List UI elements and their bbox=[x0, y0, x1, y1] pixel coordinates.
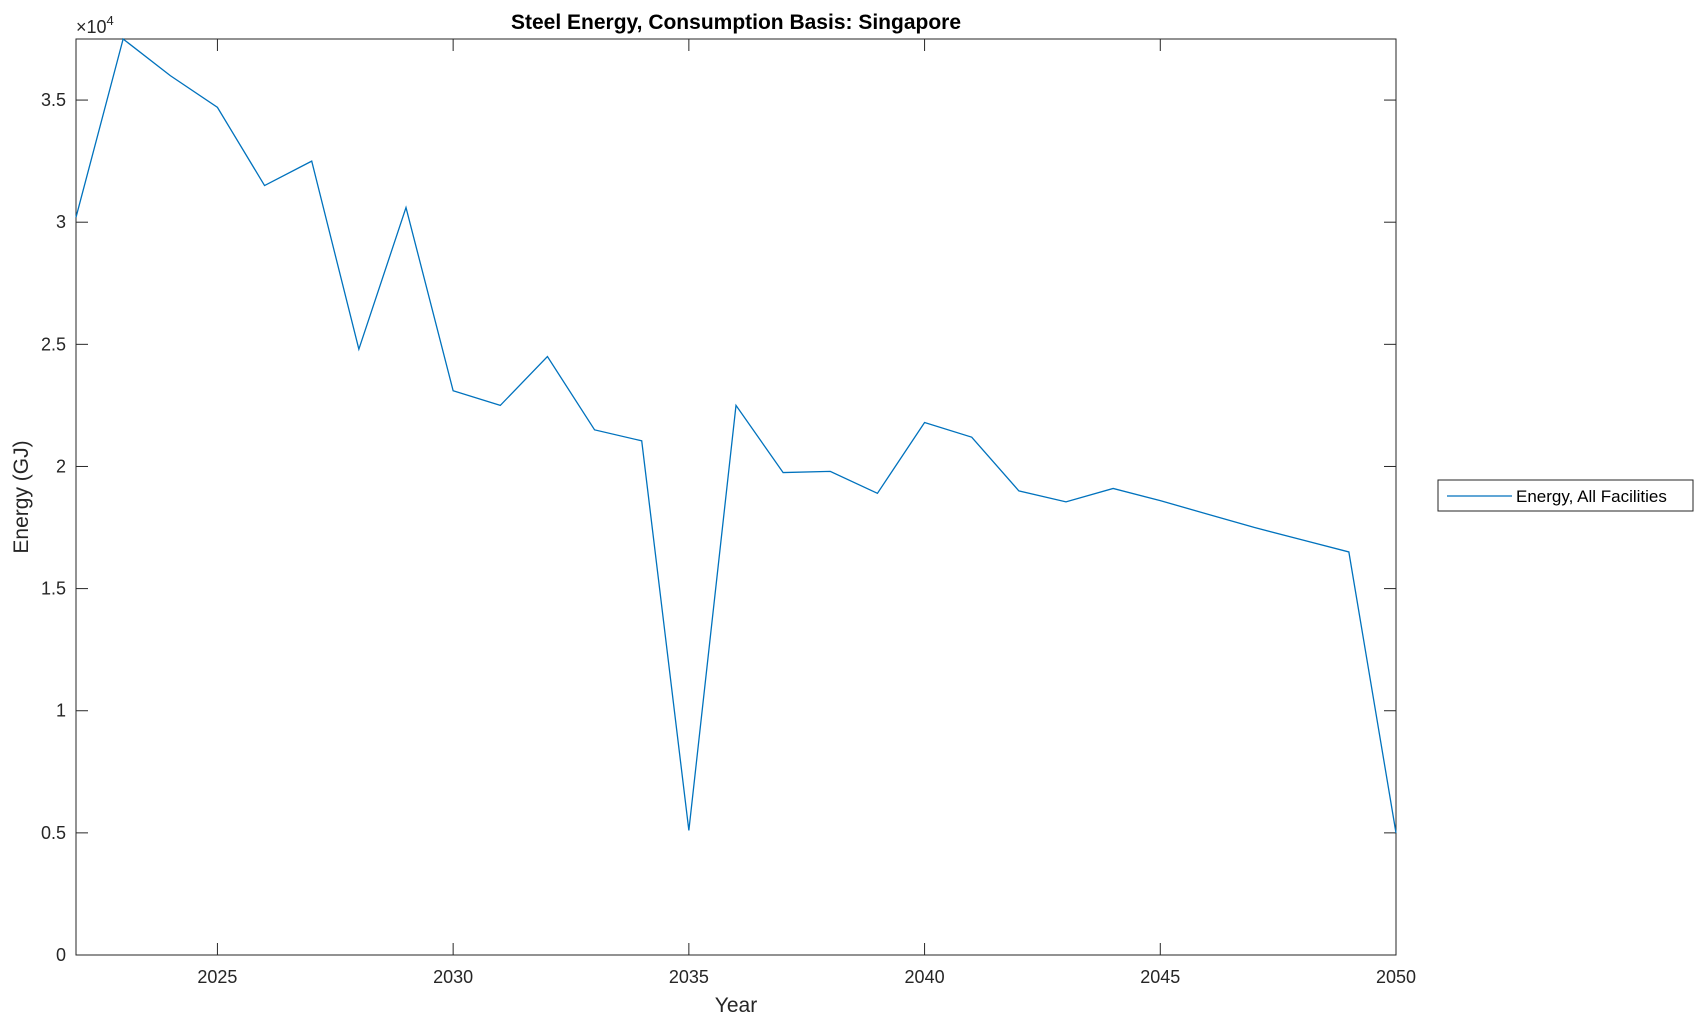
y-tick-label: 0 bbox=[56, 945, 66, 965]
y-tick-label: 2.5 bbox=[41, 334, 66, 354]
chart-title: Steel Energy, Consumption Basis: Singapo… bbox=[511, 11, 961, 34]
y-tick-label: 1 bbox=[56, 701, 66, 721]
x-tick-label: 2040 bbox=[905, 967, 945, 987]
y-axis-label: Energy (GJ) bbox=[10, 440, 33, 553]
y-tick-label: 3 bbox=[56, 212, 66, 232]
x-tick-label: 2035 bbox=[669, 967, 709, 987]
y-axis-exponent: ×104 bbox=[76, 13, 114, 37]
axes-box bbox=[75, 38, 1397, 956]
y-axis-ticks: 0 0.5 1 1.5 2 2.5 3 3.5 bbox=[41, 90, 1396, 965]
x-tick-label: 2050 bbox=[1376, 967, 1416, 987]
y-tick-label: 3.5 bbox=[41, 90, 66, 110]
legend-label-energy-all-facilities: Energy, All Facilities bbox=[1516, 487, 1667, 506]
x-tick-label: 2030 bbox=[433, 967, 473, 987]
x-tick-label: 2025 bbox=[197, 967, 237, 987]
x-axis-label: Year bbox=[715, 994, 757, 1017]
y-tick-label: 1.5 bbox=[41, 579, 66, 599]
y-tick-label: 2 bbox=[56, 456, 66, 476]
series-line-energy-all-facilities bbox=[75, 37, 1397, 833]
y-tick-label: 0.5 bbox=[41, 823, 66, 843]
x-axis-ticks: 2025 2030 2035 2040 2045 2050 bbox=[197, 39, 1416, 987]
legend[interactable]: Energy, All Facilities bbox=[1437, 479, 1694, 512]
x-tick-label: 2045 bbox=[1140, 967, 1180, 987]
plot-series bbox=[75, 37, 1397, 833]
